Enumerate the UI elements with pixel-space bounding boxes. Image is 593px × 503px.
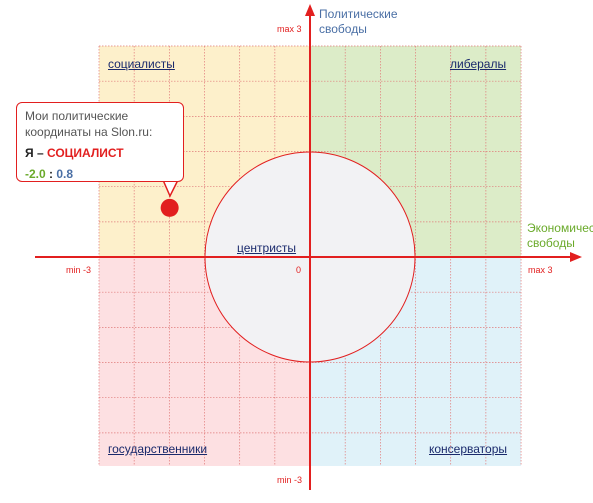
callout-result: Я – СОЦИАЛИСТ (25, 145, 175, 161)
callout-me-value: СОЦИАЛИСТ (46, 146, 124, 160)
coordinates-callout: Мои политические координаты на Slon.ru: … (16, 102, 184, 182)
callout-y-value: 0.8 (56, 167, 74, 181)
callout-me-prefix: Я – (25, 146, 47, 160)
callout-line2: координаты на Slon.ru: (25, 125, 153, 139)
y-axis-min-label: min -3 (277, 475, 303, 485)
y-axis-arrow-icon (305, 4, 315, 16)
x-axis-title: Экономические свободы (527, 221, 593, 251)
quadrant-link-statists[interactable]: государственники (108, 442, 208, 456)
y-axis-max-label: max 3 (277, 24, 302, 34)
callout-coordinates: -2.0 : 0.8 (25, 166, 175, 182)
quadrant-link-conservatives[interactable]: консерваторы (429, 442, 508, 456)
callout-separator: : (45, 167, 57, 181)
x-axis-title-line2: свободы (527, 236, 575, 250)
callout-x-value: -2.0 (25, 167, 46, 181)
quadrant-link-liberals[interactable]: либералы (450, 57, 507, 71)
y-axis-title: Политические свободы (319, 7, 398, 37)
x-axis-title-line1: Экономические (527, 221, 593, 235)
quadrant-link-socialists[interactable]: социалисты (108, 57, 175, 71)
position-marker-icon (160, 198, 179, 217)
y-axis-title-line2: свободы (319, 22, 367, 36)
y-axis-title-line1: Политические (319, 7, 398, 21)
x-axis-arrow-icon (570, 252, 582, 262)
callout-line1: Мои политические (25, 109, 129, 123)
x-axis-max-label: max 3 (528, 265, 553, 275)
quadrant-link-centrists[interactable]: центристы (237, 241, 297, 255)
origin-label: 0 (296, 265, 302, 275)
x-axis-min-label: min -3 (66, 265, 92, 275)
